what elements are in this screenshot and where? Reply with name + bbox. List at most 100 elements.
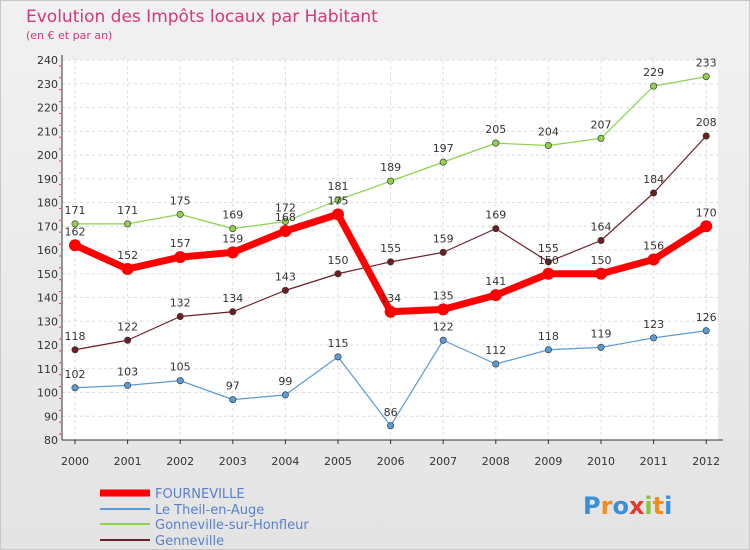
x-tick-label: 2008: [482, 455, 510, 468]
data-label: 118: [538, 330, 559, 343]
data-point: [174, 251, 187, 264]
data-point: [281, 218, 289, 226]
data-label: 150: [538, 254, 559, 267]
data-point: [542, 267, 555, 280]
data-point: [700, 220, 713, 233]
data-label: 168: [275, 211, 296, 224]
data-label: 150: [328, 254, 349, 267]
x-tick-label: 2009: [534, 455, 562, 468]
data-label: 184: [643, 173, 664, 186]
data-point: [71, 384, 79, 392]
data-label: 122: [117, 320, 138, 333]
data-label: 143: [275, 270, 296, 283]
data-point: [124, 381, 132, 389]
data-label: 134: [222, 292, 243, 305]
y-tick-label: 130: [37, 315, 58, 328]
data-label: 159: [433, 232, 454, 245]
data-point: [702, 73, 710, 81]
data-point: [281, 391, 289, 399]
data-label: 175: [170, 194, 191, 207]
data-label: 132: [170, 297, 191, 310]
brand-letter: r: [601, 492, 613, 520]
data-point: [229, 396, 237, 404]
data-label: 189: [380, 161, 401, 174]
data-label: 204: [538, 126, 559, 139]
data-point: [544, 142, 552, 150]
data-label: 112: [485, 344, 506, 357]
data-point: [702, 132, 710, 140]
data-label: 208: [696, 116, 717, 129]
data-label: 122: [433, 320, 454, 333]
data-point: [387, 177, 395, 185]
data-point: [226, 246, 239, 259]
data-label: 205: [485, 123, 506, 136]
data-point: [647, 253, 660, 266]
x-tick-label: 2010: [587, 455, 615, 468]
y-tick-label: 160: [37, 244, 58, 257]
data-label: 172: [275, 202, 296, 215]
x-tick-label: 2007: [429, 455, 457, 468]
data-label: 170: [696, 206, 717, 219]
data-label: 118: [65, 330, 86, 343]
data-label: 157: [170, 237, 191, 250]
data-point: [229, 225, 237, 233]
y-tick-label: 190: [37, 173, 58, 186]
data-label: 150: [591, 254, 612, 267]
chart-subtitle: (en € et par an): [26, 29, 112, 42]
x-tick-label: 2004: [271, 455, 299, 468]
data-point: [595, 267, 607, 280]
chart-title: Evolution des Impôts locaux par Habitant: [26, 7, 378, 27]
data-label: 197: [433, 142, 454, 155]
data-label: 105: [170, 361, 191, 374]
brand-letter: P: [583, 492, 601, 520]
data-label: 126: [696, 311, 717, 324]
x-tick-label: 2011: [640, 455, 668, 468]
data-label: 169: [222, 209, 243, 222]
data-point: [387, 258, 395, 266]
data-point: [71, 220, 79, 228]
data-point: [384, 305, 397, 318]
data-label: 102: [65, 368, 86, 381]
data-label: 169: [485, 209, 506, 222]
brand-letter: i: [664, 492, 672, 520]
data-label: 123: [643, 318, 664, 331]
data-point: [334, 270, 342, 278]
y-tick-label: 110: [37, 363, 58, 376]
data-label: 159: [222, 232, 243, 245]
data-point: [439, 248, 447, 256]
data-label: 171: [65, 204, 86, 217]
x-tick-label: 2000: [61, 455, 89, 468]
legend-label: Genneville: [155, 534, 224, 549]
data-label: 97: [226, 380, 240, 393]
y-tick-label: 180: [37, 197, 58, 210]
legend-label: Le Theil-en-Auge: [155, 503, 264, 518]
data-label: 229: [643, 66, 664, 79]
y-tick-label: 90: [44, 410, 58, 423]
data-label: 181: [328, 180, 349, 193]
data-point: [387, 422, 395, 430]
data-point: [437, 303, 450, 316]
data-point: [492, 225, 500, 233]
y-tick-label: 100: [37, 387, 58, 400]
data-point: [492, 139, 500, 147]
data-point: [334, 353, 342, 361]
data-label: 115: [328, 337, 349, 350]
data-point: [492, 360, 500, 368]
data-point: [544, 258, 552, 266]
data-point: [332, 208, 344, 221]
brand-letter: i: [644, 492, 652, 520]
data-label: 162: [65, 225, 86, 238]
data-point: [489, 289, 502, 302]
data-label: 103: [117, 365, 138, 378]
data-point: [439, 336, 447, 344]
data-label: 86: [384, 406, 398, 419]
series-0: 162 152 157 159 168 175 134 135 141 150 150 156 170: [65, 194, 717, 318]
x-tick-label: 2006: [377, 455, 405, 468]
data-label: 155: [380, 242, 401, 255]
data-label: 134: [380, 292, 401, 305]
x-tick-label: 2002: [166, 455, 194, 468]
data-point: [176, 210, 184, 218]
